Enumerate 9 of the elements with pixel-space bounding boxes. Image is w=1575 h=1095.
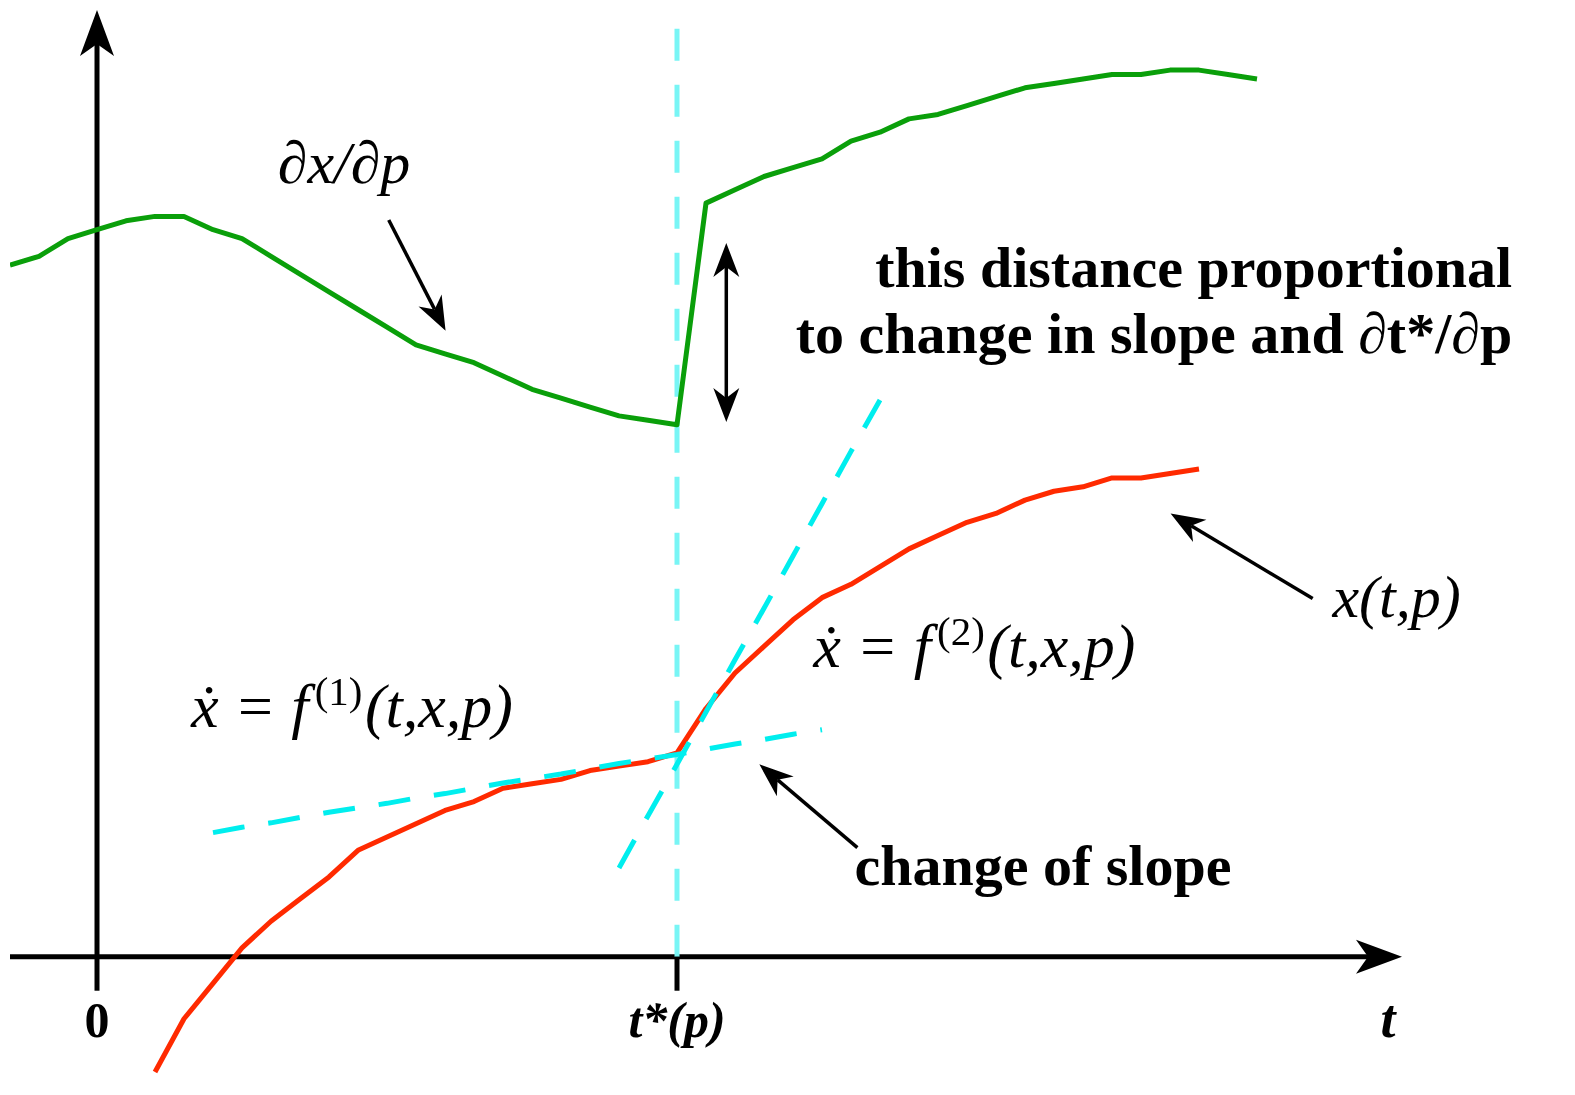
annotation: ẋ = f$^{(2)}$(t,x,p): [812, 608, 1136, 681]
text: x(t,p): [1331, 564, 1461, 631]
x-tick-label: 0: [84, 991, 110, 1048]
series-label: ∂x/∂p: [277, 129, 411, 196]
x-tick-label: t*(p): [628, 991, 726, 1048]
x-axis-title: t: [1380, 988, 1398, 1049]
annotation: change of slope: [854, 832, 1232, 898]
annotation: this distance proportional to change in slope and ∂t*/∂p: [795, 235, 1513, 367]
annotation: ẋ = f$^{(1)}$(t,x,p): [189, 668, 513, 742]
